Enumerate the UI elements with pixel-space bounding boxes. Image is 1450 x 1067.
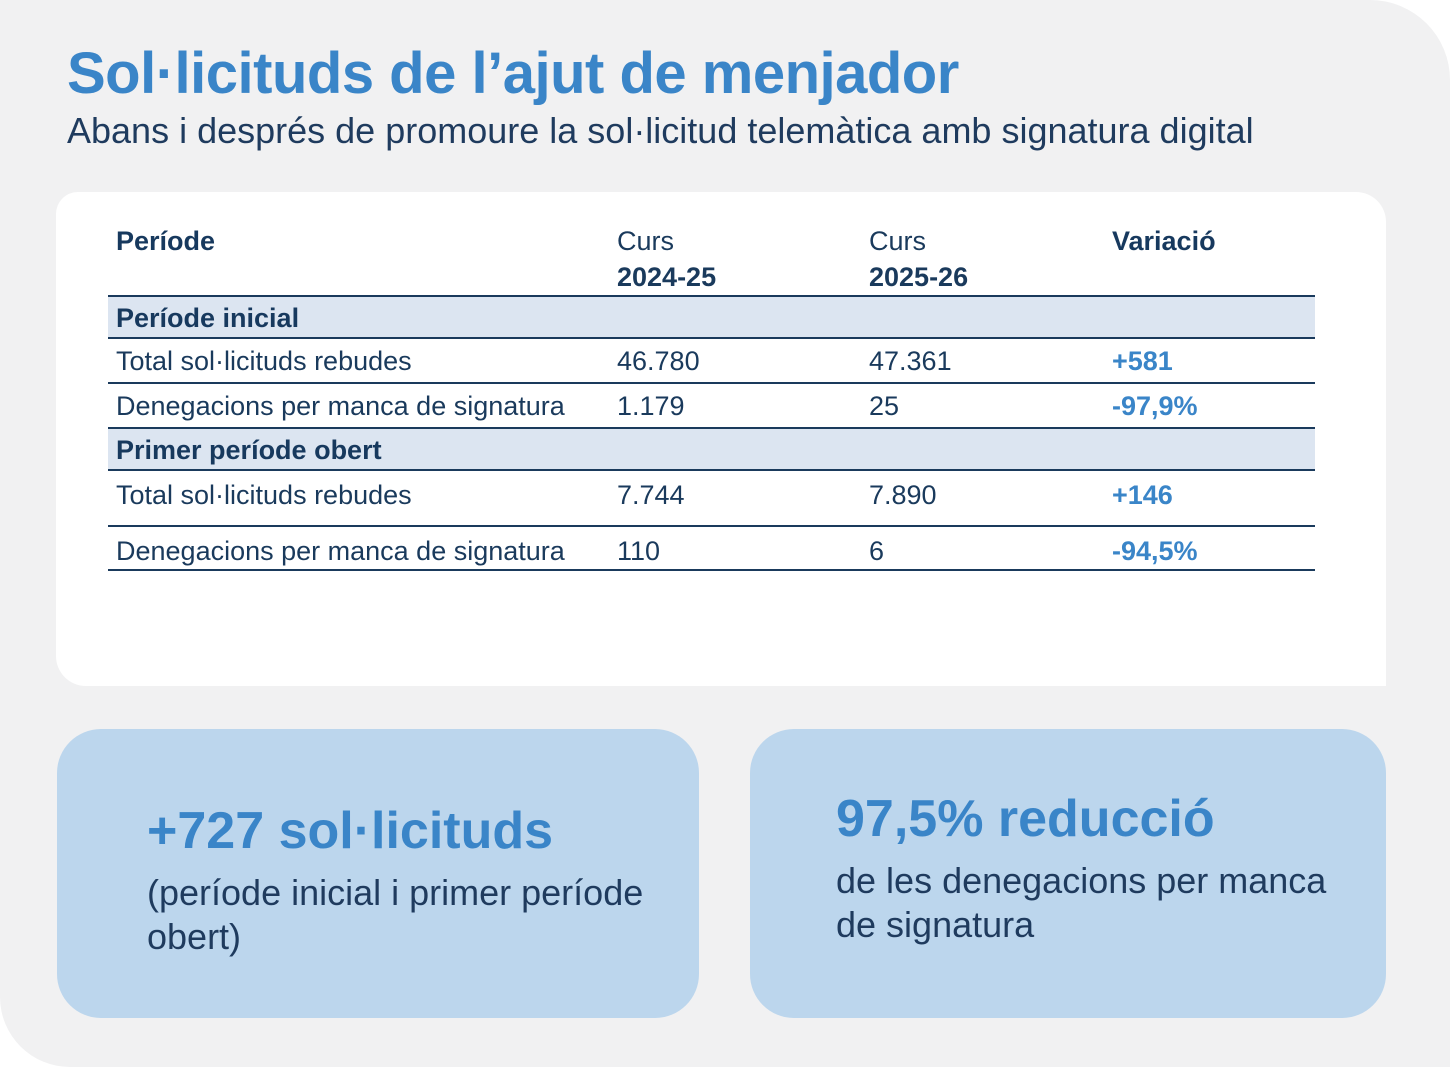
header-curs-label: Curs xyxy=(617,226,675,256)
table-panel: Període Curs 2024-25 Curs 2025-26 Variac… xyxy=(56,192,1386,686)
cell-2024-25: 1.179 xyxy=(617,391,685,421)
cell-variacio: +146 xyxy=(1112,480,1173,510)
header-year: 2024-25 xyxy=(617,262,717,292)
cell-variacio: -97,9% xyxy=(1112,391,1198,421)
highlight-value: +727 sol·licituds xyxy=(147,802,554,860)
table-header-row: Període Curs 2024-25 Curs 2025-26 Variac… xyxy=(108,220,1315,296)
section-label: Període inicial xyxy=(108,296,1315,338)
data-table: Període Curs 2024-25 Curs 2025-26 Variac… xyxy=(108,220,1315,571)
table-row: Total sol·licituds rebudes 46.780 47.361… xyxy=(108,338,1315,383)
cell-variacio: -94,5% xyxy=(1112,536,1198,566)
highlight-box-reduccio: 97,5% reducció de les denegacions per ma… xyxy=(750,729,1386,1018)
highlight-box-solicituds: +727 sol·licituds (període inicial i pri… xyxy=(57,729,699,1018)
page-subtitle: Abans i després de promoure la sol·licit… xyxy=(67,110,1254,151)
section-row: Primer període obert xyxy=(108,428,1315,470)
page-title: Sol·licituds de l’ajut de menjador xyxy=(67,41,959,106)
header-curs-2025-26: Curs 2025-26 xyxy=(861,220,1104,296)
highlight-caption: (període inicial i primer període obert) xyxy=(147,872,644,957)
section-label: Primer període obert xyxy=(108,428,1315,470)
header-year: 2025-26 xyxy=(869,262,969,292)
cell-2024-25: 110 xyxy=(617,536,661,566)
row-label: Denegacions per manca de signatura xyxy=(116,536,565,566)
table-row: Denegacions per manca de signatura 110 6… xyxy=(108,526,1315,570)
header-curs-2024-25: Curs 2024-25 xyxy=(609,220,861,296)
cell-2024-25: 7.744 xyxy=(617,480,685,510)
cell-2025-26: 47.361 xyxy=(869,346,952,376)
table-row: Denegacions per manca de signatura 1.179… xyxy=(108,383,1315,428)
section-row: Període inicial xyxy=(108,296,1315,338)
row-label: Denegacions per manca de signatura xyxy=(116,391,565,421)
header-curs-label: Curs xyxy=(869,226,927,256)
table-row: Total sol·licituds rebudes 7.744 7.890 +… xyxy=(108,470,1315,526)
row-label: Total sol·licituds rebudes xyxy=(116,480,412,510)
cell-2025-26: 25 xyxy=(869,391,900,421)
highlight-caption: de les denegacions per manca de signatur… xyxy=(836,860,1327,945)
row-label: Total sol·licituds rebudes xyxy=(116,346,412,376)
cell-2025-26: 7.890 xyxy=(869,480,937,510)
cell-2025-26: 6 xyxy=(869,536,885,566)
cell-2024-25: 46.780 xyxy=(617,346,700,376)
highlight-value: 97,5% reducció xyxy=(836,790,1215,848)
cell-variacio: +581 xyxy=(1112,346,1173,376)
header-variacio: Variació xyxy=(1112,226,1216,256)
header-periode: Període xyxy=(116,226,216,256)
